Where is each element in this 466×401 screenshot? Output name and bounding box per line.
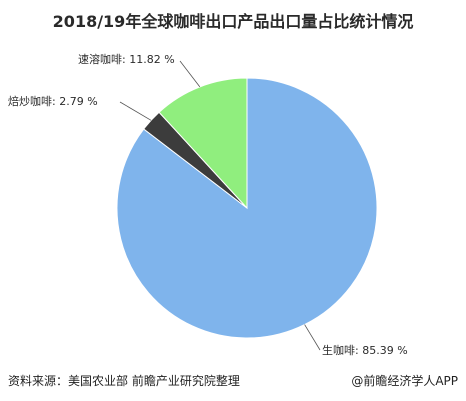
slice-label-3: 速溶咖啡: 11.82 % <box>78 52 175 66</box>
data-source-note: 资料来源：美国农业部 前瞻产业研究院整理 <box>8 374 240 388</box>
pie-slice-3 <box>158 77 248 210</box>
leader-line-1 <box>304 324 321 351</box>
slice-label-1: 生咖啡: 85.39 % <box>322 343 408 357</box>
pie-slice-1 <box>116 77 378 339</box>
slice-label-2: 焙炒咖啡: 2.79 % <box>8 94 98 108</box>
leader-line-2 <box>119 101 152 121</box>
brand-credit: @前瞻经济学人APP <box>351 374 458 388</box>
leader-line-3 <box>179 60 201 88</box>
chart-title: 2018/19年全球咖啡出口产品出口量占比统计情况 <box>52 12 414 31</box>
